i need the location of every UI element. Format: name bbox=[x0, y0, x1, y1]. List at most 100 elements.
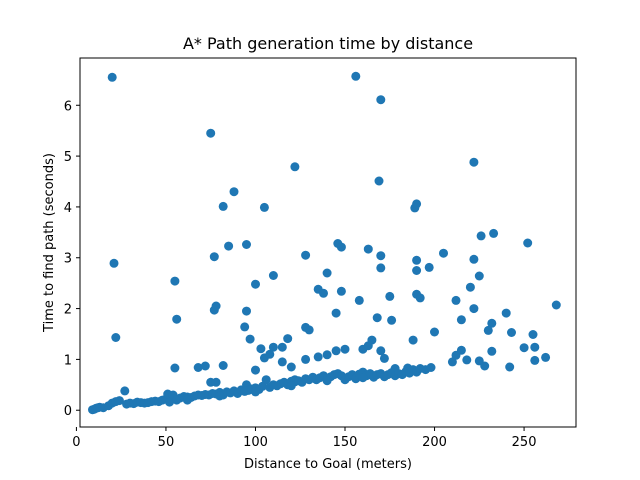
data-point bbox=[336, 242, 346, 252]
data-point bbox=[251, 279, 260, 289]
data-point bbox=[447, 357, 457, 367]
data-point bbox=[331, 308, 341, 318]
data-point bbox=[412, 255, 422, 265]
data-point bbox=[224, 241, 234, 251]
data-point bbox=[551, 300, 561, 310]
data-point bbox=[412, 199, 422, 209]
data-point bbox=[507, 328, 516, 337]
data-point bbox=[465, 282, 475, 292]
y-tick-label: 4 bbox=[64, 201, 72, 216]
data-point bbox=[379, 353, 389, 363]
data-point bbox=[358, 373, 368, 383]
data-point bbox=[505, 362, 515, 372]
data-point bbox=[286, 381, 296, 391]
data-point bbox=[313, 352, 323, 362]
data-point bbox=[501, 308, 511, 318]
data-point bbox=[283, 334, 293, 344]
data-point bbox=[376, 263, 386, 273]
data-point bbox=[322, 268, 332, 278]
x-tick-label: 200 bbox=[422, 435, 447, 450]
data-point bbox=[374, 176, 384, 186]
data-point bbox=[439, 248, 448, 258]
data-point bbox=[415, 293, 425, 303]
data-point bbox=[372, 313, 382, 323]
x-tick-label: 50 bbox=[158, 435, 175, 450]
y-tick-label: 3 bbox=[64, 252, 72, 267]
data-point bbox=[528, 330, 538, 339]
data-point bbox=[530, 342, 540, 352]
data-point bbox=[336, 286, 346, 296]
data-point bbox=[170, 363, 180, 373]
data-point bbox=[290, 162, 300, 172]
data-point bbox=[245, 334, 255, 344]
data-point bbox=[211, 301, 221, 311]
plot-frame bbox=[79, 57, 577, 428]
data-point bbox=[120, 386, 130, 396]
x-tick-label: 0 bbox=[72, 435, 80, 450]
y-axis-ticks: 0 1 2 3 4 5 6 bbox=[64, 99, 80, 419]
data-point bbox=[426, 363, 436, 372]
data-point bbox=[387, 315, 397, 325]
data-point bbox=[256, 344, 266, 354]
data-point bbox=[114, 396, 124, 406]
data-point bbox=[111, 333, 121, 342]
data-point bbox=[385, 291, 395, 301]
x-tick-label: 150 bbox=[333, 435, 358, 450]
data-point bbox=[456, 345, 466, 355]
data-point bbox=[456, 315, 466, 325]
data-points bbox=[88, 71, 561, 415]
data-point bbox=[193, 363, 203, 372]
data-point bbox=[322, 376, 332, 386]
data-point bbox=[209, 252, 219, 262]
data-point bbox=[268, 342, 278, 352]
data-point bbox=[258, 381, 268, 391]
data-point bbox=[376, 95, 386, 105]
data-point bbox=[242, 306, 251, 316]
data-point bbox=[469, 254, 479, 264]
data-point bbox=[265, 349, 275, 359]
data-point bbox=[530, 355, 540, 365]
data-point bbox=[541, 352, 551, 362]
data-point bbox=[109, 258, 119, 268]
data-point bbox=[259, 202, 269, 212]
data-point bbox=[301, 250, 311, 260]
data-point bbox=[376, 346, 386, 356]
data-point bbox=[172, 314, 182, 324]
x-axis-ticks: 0 50 100 150 200 250 bbox=[72, 427, 536, 450]
data-point bbox=[483, 325, 493, 335]
data-point bbox=[474, 271, 484, 281]
data-point bbox=[242, 240, 251, 249]
data-point bbox=[469, 304, 479, 314]
data-point bbox=[240, 322, 250, 332]
x-tick-label: 250 bbox=[512, 435, 537, 450]
y-tick-label: 6 bbox=[64, 99, 72, 114]
data-point bbox=[354, 295, 364, 305]
data-point bbox=[480, 361, 490, 371]
data-point bbox=[424, 262, 434, 272]
data-point bbox=[476, 231, 486, 241]
data-point bbox=[211, 377, 221, 387]
chart-title: A* Path generation time by distance bbox=[183, 34, 473, 53]
data-point bbox=[304, 325, 314, 335]
data-point bbox=[489, 228, 499, 238]
y-tick-label: 0 bbox=[64, 404, 72, 419]
data-point bbox=[165, 397, 174, 407]
data-point bbox=[218, 201, 228, 211]
data-point bbox=[218, 361, 228, 370]
data-point bbox=[340, 344, 350, 354]
data-point bbox=[251, 365, 260, 375]
y-tick-label: 1 bbox=[64, 353, 72, 368]
data-point bbox=[261, 375, 271, 385]
x-axis-label: Distance to Goal (meters) bbox=[244, 457, 412, 472]
data-point bbox=[523, 238, 533, 248]
data-point bbox=[301, 354, 311, 364]
data-point bbox=[462, 355, 472, 365]
data-point bbox=[363, 341, 373, 351]
data-point bbox=[322, 350, 332, 360]
data-point bbox=[519, 343, 529, 353]
data-point bbox=[487, 346, 497, 356]
data-point bbox=[331, 346, 341, 356]
data-point bbox=[107, 72, 117, 82]
